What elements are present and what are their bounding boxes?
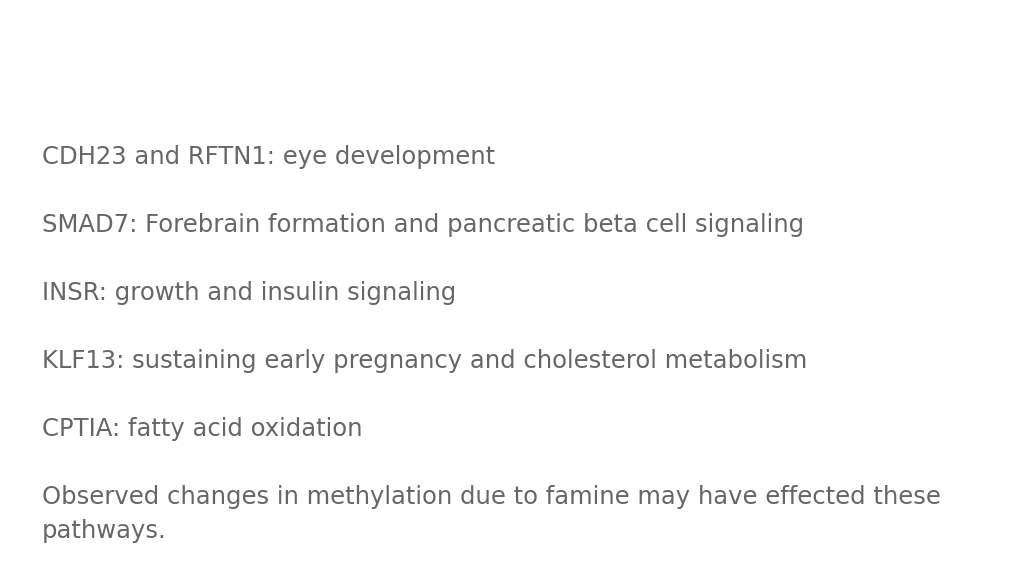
Text: INSR: growth and insulin signaling: INSR: growth and insulin signaling: [42, 281, 457, 305]
Text: KLF13: sustaining early pregnancy and cholesterol metabolism: KLF13: sustaining early pregnancy and ch…: [42, 349, 807, 373]
Text: CDH23 and RFTN1: eye development: CDH23 and RFTN1: eye development: [42, 145, 496, 169]
Text: CPTIA: fatty acid oxidation: CPTIA: fatty acid oxidation: [42, 417, 362, 441]
Text: SMAD7: Forebrain formation and pancreatic beta cell signaling: SMAD7: Forebrain formation and pancreati…: [42, 213, 804, 237]
Text: Observed changes in methylation due to famine may have effected these
pathways.: Observed changes in methylation due to f…: [42, 485, 941, 543]
